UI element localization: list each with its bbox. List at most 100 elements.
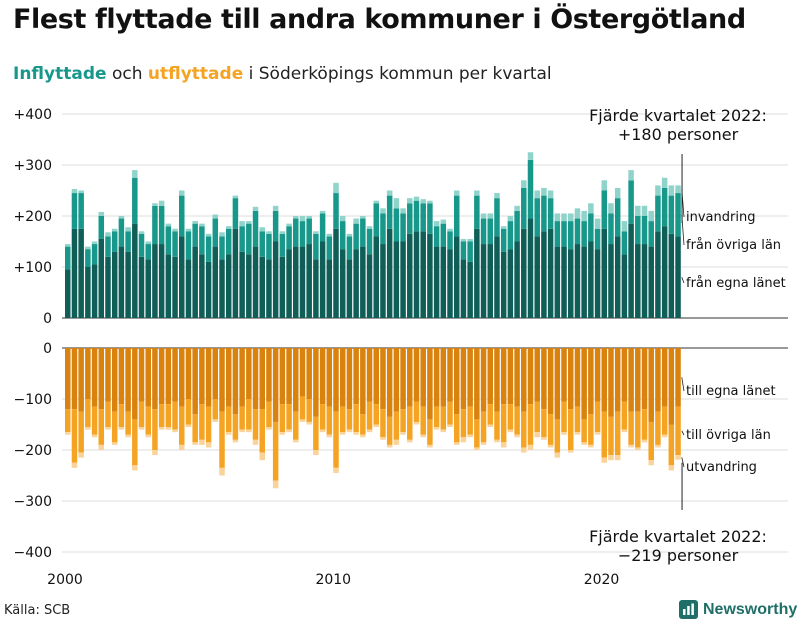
inflow-bar-in_own_county — [192, 246, 198, 318]
outflow-bar-out_other_counties — [179, 406, 185, 445]
inflow-bar-in_other_counties — [313, 233, 319, 260]
inflow-bar-in_other_counties — [111, 231, 118, 252]
outflow-bar-out_other_counties — [487, 404, 494, 425]
outflow-bar-out_own_county — [293, 348, 299, 412]
outflow-bar-out_own_county — [346, 348, 353, 410]
inflow-bar-in_own_county — [541, 231, 547, 318]
inflow-bar-in_own_county — [313, 259, 319, 318]
y-tick-label: +200 — [14, 209, 52, 225]
inflow-bar-in_immigration — [427, 200, 433, 204]
inflow-bar-in_own_county — [319, 241, 326, 318]
outflow-bar-out_other_counties — [212, 399, 219, 420]
inflow-bar-in_immigration — [239, 221, 245, 227]
outflow-bar-out_other_counties — [185, 399, 192, 425]
outflow-bar-out_own_county — [527, 348, 534, 405]
inflow-bar-in_other_counties — [567, 221, 574, 250]
inflow-bar-in_own_county — [165, 254, 172, 318]
outflow-bar-out_other_counties — [655, 411, 661, 445]
outflow-bar-out_other_counties — [65, 409, 71, 433]
outflow-bar-out_emigration — [246, 429, 252, 433]
inflow-bar-in_other_counties — [400, 213, 406, 242]
outflow-bar-out_other_counties — [286, 404, 292, 430]
inflow-bar-in_own_county — [259, 256, 265, 318]
outflow-bar-out_emigration — [158, 427, 165, 430]
outflow-bar-out_emigration — [85, 427, 91, 430]
inflow-bar-in_immigration — [219, 232, 225, 237]
outflow-bar-out_emigration — [420, 434, 426, 438]
outflow-bar-out_other_counties — [608, 416, 614, 456]
inflow-bar-in_own_county — [386, 228, 393, 318]
inflow-bar-in_immigration — [668, 185, 675, 196]
y-tick-label: 0 — [43, 341, 52, 357]
outflow-bar-out_own_county — [152, 348, 158, 410]
inflow-bar-in_immigration — [574, 208, 581, 219]
outflow-bar-out_own_county — [91, 348, 98, 407]
inflow-bar-in_other_counties — [353, 223, 359, 250]
outflow-bar-out_emigration — [567, 450, 574, 453]
outflow-bar-out_emigration — [541, 437, 547, 440]
series-label: från övriga län — [686, 238, 781, 253]
inflow-bar-in_immigration — [561, 213, 567, 222]
outflow-bar-out_own_county — [232, 348, 239, 415]
inflow-bar-in_other_counties — [172, 231, 178, 257]
inflow-bar-in_own_county — [467, 261, 473, 318]
inflow-bar-in_own_county — [601, 228, 608, 318]
outflow-bar-out_own_county — [111, 348, 118, 412]
series-label: till övriga län — [686, 428, 771, 443]
inflow-bar-in_own_county — [567, 249, 574, 318]
outflow-bar-out_emigration — [192, 442, 198, 445]
outflow-bar-out_emigration — [333, 467, 339, 473]
inflow-bar-in_immigration — [125, 227, 131, 232]
inflow-bar-in_own_county — [333, 228, 339, 318]
outflow-bar-out_other_counties — [500, 404, 507, 443]
outflow-bar-out_emigration — [152, 450, 158, 456]
inflow-bar-in_immigration — [313, 231, 319, 234]
inflow-bar-in_own_county — [360, 246, 366, 318]
outflow-bar-out_emigration — [675, 455, 681, 460]
inflow-bar-in_own_county — [105, 256, 111, 318]
chart-subtitle: Inflyttade och utflyttade i Söderköpings… — [13, 64, 552, 84]
inflow-bar-in_immigration — [440, 219, 447, 224]
outflow-bar-out_emigration — [179, 444, 185, 450]
inflow-bar-in_other_counties — [386, 195, 393, 229]
inflow-bar-in_own_county — [433, 246, 440, 318]
inflow-bar-in_other_counties — [500, 228, 507, 252]
outflow-bar-out_own_county — [259, 348, 265, 410]
outflow-bar-out_own_county — [78, 348, 84, 412]
outflow-bar-out_emigration — [427, 444, 433, 448]
inflow-bar-in_immigration — [299, 216, 306, 222]
outflow-bar-out_own_county — [339, 348, 346, 407]
outflow-bar-out_own_county — [386, 348, 393, 417]
series-label-leader — [681, 277, 685, 284]
inflow-bar-in_immigration — [420, 199, 426, 204]
outflow-bar-out_own_county — [440, 348, 447, 407]
migration-chart: +400 +300 +200 +100 0 0 −100 −200 −300 −400 invand… — [14, 106, 788, 588]
inflow-bar-in_own_county — [581, 246, 587, 318]
inflow-bar-in_other_counties — [225, 228, 232, 255]
inflow-bar-in_other_counties — [460, 241, 467, 260]
outflow-bar-out_emigration — [655, 444, 661, 448]
outflow-bar-out_own_county — [118, 348, 125, 405]
outflow-bar-out_own_county — [353, 348, 359, 405]
outflow-bar-out_emigration — [65, 432, 71, 435]
outflow-bar-out_other_counties — [648, 421, 654, 461]
inflow-bar-in_immigration — [105, 232, 111, 237]
inflow-bar-in_own_county — [440, 246, 447, 318]
inflow-bar-in_own_county — [299, 246, 306, 318]
inflow-bar-in_own_county — [353, 249, 359, 318]
outflow-bar-out_other_counties — [313, 416, 319, 450]
inflow-bar-in_own_county — [500, 251, 507, 318]
inflow-bar-in_immigration — [145, 241, 151, 245]
outflow-bar-out_own_county — [225, 348, 232, 407]
inflow-bar-in_other_counties — [494, 198, 500, 237]
inflow-bar-in_immigration — [628, 170, 634, 181]
outflow-bar-out_other_counties — [440, 406, 447, 430]
inflow-bar-in_immigration — [494, 193, 500, 199]
outflow-bar-out_emigration — [78, 452, 84, 458]
inflow-bar-in_own_county — [648, 246, 654, 318]
outflow-bar-out_emigration — [205, 442, 212, 448]
outflow-bar-out_own_county — [655, 348, 661, 412]
inflow-bar-in_own_county — [373, 236, 379, 318]
inflow-bar-in_own_county — [494, 236, 500, 318]
outflow-bar-out_own_county — [272, 348, 279, 422]
